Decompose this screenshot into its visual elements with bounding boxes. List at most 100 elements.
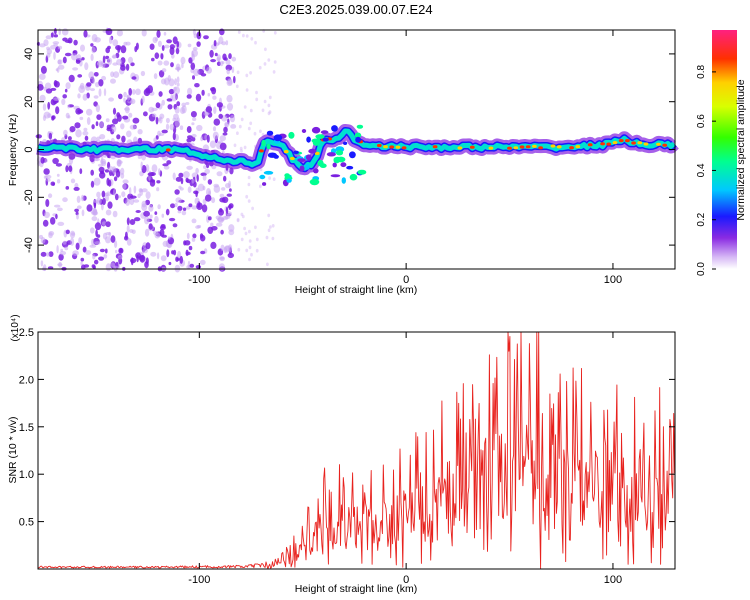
noise-speck	[91, 216, 98, 222]
noise-speck	[122, 179, 129, 184]
ridge-blob	[356, 124, 364, 129]
noise-speck	[98, 79, 104, 87]
noise-speck	[183, 171, 190, 179]
noise-speck	[250, 37, 254, 41]
noise-speck	[170, 203, 176, 209]
ridge-blob	[266, 130, 274, 136]
noise-speck	[159, 113, 165, 120]
ridge-hot	[283, 150, 289, 154]
ridge-hot	[488, 146, 494, 150]
noise-speck	[110, 71, 115, 78]
ridge-hot	[519, 145, 525, 149]
noise-speck	[51, 115, 55, 121]
noise-speck	[261, 108, 265, 113]
noise-speck	[221, 187, 226, 191]
noise-speck	[223, 245, 231, 253]
ridge-hot	[556, 145, 562, 149]
noise-speck	[243, 105, 247, 109]
noise-speck	[62, 94, 67, 99]
noise-speck	[143, 210, 151, 217]
colorbar: 0.0 0.2 0.4 0.6 0.8 Normalized spectral ampl…	[696, 30, 747, 276]
noise-speck	[245, 73, 249, 78]
noise-speck	[207, 179, 213, 185]
ridge-blob	[263, 170, 274, 175]
noise-speck	[133, 185, 137, 194]
noise-speck	[207, 92, 211, 97]
noise-speck	[250, 252, 253, 257]
noise-speck	[126, 130, 132, 138]
noise-speck	[137, 155, 142, 159]
ridge-hot	[389, 145, 395, 149]
noise-speck	[80, 44, 85, 52]
noise-speck	[204, 168, 210, 175]
noise-speck	[67, 136, 72, 141]
noise-speck	[203, 111, 210, 116]
noise-speck	[236, 131, 239, 135]
noise-speck	[130, 98, 136, 105]
ridge-blob	[357, 169, 367, 175]
y-tick-label: 0	[23, 146, 35, 152]
noise-speck	[105, 28, 113, 36]
noise-speck	[101, 75, 107, 81]
noise-speck	[248, 239, 252, 243]
ridge-blob	[346, 165, 354, 170]
noise-speck	[172, 223, 178, 228]
noise-speck	[167, 75, 171, 82]
noise-speck	[206, 134, 210, 143]
spectrogram-panel: -100 0 100 -40 -20 0 20 40 Height of straight …	[7, 27, 679, 296]
noise-speck	[161, 68, 167, 73]
noise-speck	[243, 226, 247, 231]
noise-speck	[154, 37, 158, 42]
noise-speck	[165, 123, 170, 131]
noise-speck	[112, 188, 116, 196]
x-tick-label: 0	[403, 574, 409, 586]
noise-speck	[82, 131, 89, 136]
noise-speck	[259, 184, 262, 189]
noise-speck	[128, 88, 132, 96]
noise-speck	[187, 43, 192, 48]
ridge-hot	[457, 146, 463, 150]
noise-speck	[67, 115, 71, 119]
snr-series-line	[37, 331, 676, 570]
ridge-hot	[314, 151, 320, 155]
noise-speck	[121, 135, 126, 143]
noise-speck	[227, 252, 234, 259]
noise-speck	[180, 177, 184, 185]
noise-speck	[210, 59, 217, 63]
noise-speck	[102, 197, 106, 206]
noise-speck	[129, 124, 137, 130]
noise-speck	[195, 265, 202, 269]
noise-speck	[125, 231, 128, 239]
noise-speck	[237, 30, 241, 34]
noise-speck	[192, 233, 197, 239]
noise-speck	[120, 45, 127, 54]
ridge-hot	[587, 143, 593, 147]
noise-speck	[99, 248, 105, 253]
ridge-hot	[532, 144, 537, 148]
noise-speck	[157, 117, 161, 122]
noise-speck	[166, 98, 173, 102]
noise-speck	[171, 250, 175, 255]
y-tick-label: 20	[23, 96, 35, 108]
noise-speck	[84, 62, 89, 71]
noise-speck	[213, 118, 221, 126]
noise-speck	[155, 116, 159, 125]
ridge-blob	[273, 134, 283, 142]
noise-speck	[226, 102, 234, 111]
noise-speck	[166, 249, 170, 258]
ridge-blob	[320, 130, 329, 134]
noise-speck	[224, 121, 230, 128]
noise-speck	[101, 161, 107, 167]
noise-speck	[40, 65, 47, 74]
noise-speck	[134, 217, 141, 222]
noise-speck	[191, 178, 195, 184]
noise-speck	[192, 117, 197, 121]
noise-speck	[126, 238, 132, 246]
noise-speck	[137, 129, 143, 135]
noise-speck	[154, 232, 161, 239]
x-tick-label: 100	[604, 574, 622, 586]
noise-speck	[229, 114, 236, 123]
noise-speck	[77, 93, 81, 99]
noise-speck	[116, 112, 121, 118]
noise-speck	[240, 117, 244, 122]
